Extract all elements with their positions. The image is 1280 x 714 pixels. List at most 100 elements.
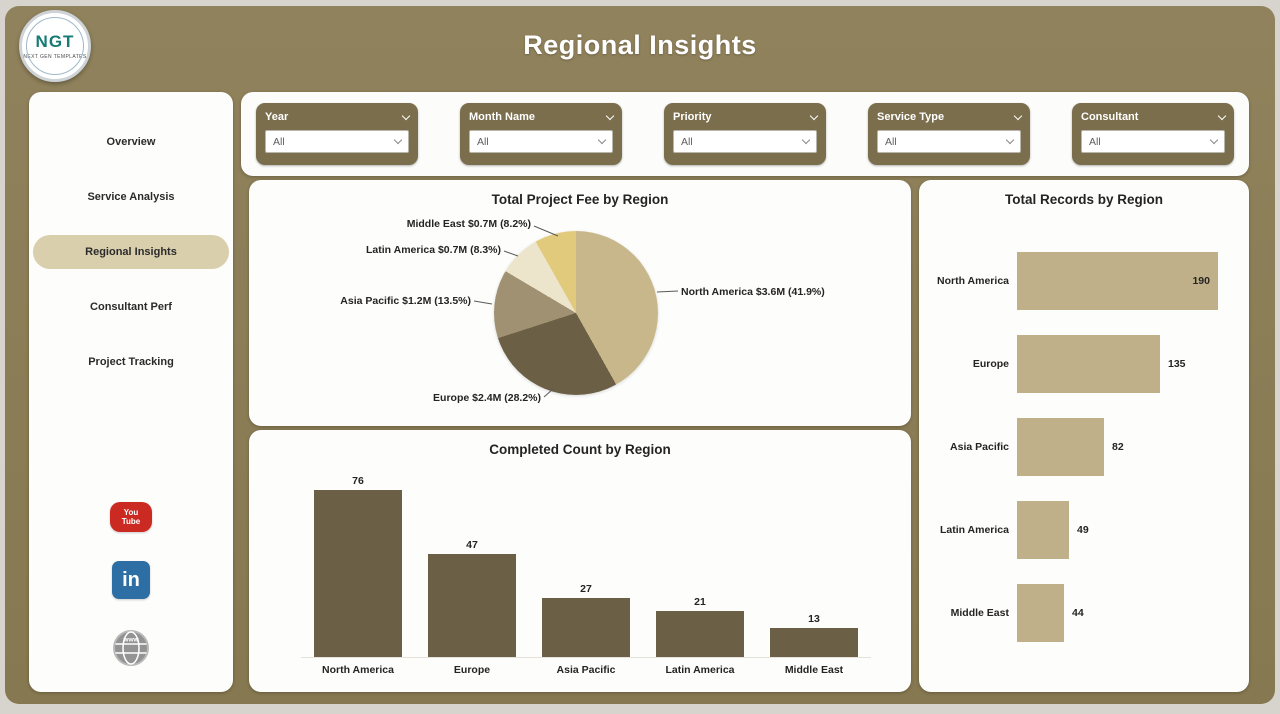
bar-value-label: 13 bbox=[808, 613, 820, 626]
chevron-down-icon[interactable] bbox=[605, 111, 615, 120]
sidebar-item-regional-insights[interactable]: Regional Insights bbox=[33, 235, 229, 269]
logo-abbr: NGT bbox=[35, 32, 75, 51]
dashboard-background: Regional Insights NGT NEXT GEN TEMPLATES… bbox=[5, 6, 1275, 704]
bar[interactable] bbox=[542, 597, 630, 657]
chart-title: Total Project Fee by Region bbox=[491, 192, 669, 207]
category-label: Europe bbox=[453, 664, 491, 676]
bar-column: 47 bbox=[415, 462, 529, 657]
column-chart-card: Completed Count by Region 76 47 27 21 13 Nor… bbox=[249, 430, 911, 692]
logo-subtext: NEXT GEN TEMPLATES bbox=[23, 54, 87, 60]
chevron-down-icon[interactable] bbox=[1217, 111, 1227, 120]
bar-value-label: 190 bbox=[1192, 275, 1210, 287]
slicer-month-name: Month Name All bbox=[460, 103, 622, 165]
bar-row: North America 190 bbox=[929, 252, 1239, 310]
category-label: Middle East bbox=[950, 606, 1009, 619]
category-label: Latin America bbox=[665, 664, 735, 676]
bar-value-label: 27 bbox=[580, 582, 592, 595]
column-chart-plot: 76 47 27 21 13 bbox=[301, 462, 871, 658]
category-label: Middle East bbox=[784, 664, 844, 676]
chevron-down-icon[interactable] bbox=[1013, 111, 1023, 120]
bar-column: 27 bbox=[529, 462, 643, 657]
sidebar-item-label: Overview bbox=[106, 136, 156, 148]
pie-chart[interactable] bbox=[494, 231, 658, 395]
column-chart-axis: North America Europe Asia Pacific Latin Ame… bbox=[301, 664, 871, 676]
bar-row: Europe 135 bbox=[929, 335, 1239, 393]
sidebar-item-label: Regional Insights bbox=[85, 246, 177, 258]
sidebar-item-overview[interactable]: Overview bbox=[33, 125, 229, 159]
slicer-service-type: Service Type All bbox=[868, 103, 1030, 165]
category-label: Asia Pacific bbox=[950, 440, 1009, 453]
pie-data-label: Europe $2.4M (28.2%) bbox=[433, 392, 541, 404]
bar-row: Asia Pacific 82 bbox=[929, 418, 1239, 476]
bar-chart-card: Total Records by Region North America 190… bbox=[919, 180, 1249, 692]
sidebar-nav: Overview Service Analysis Regional Insig… bbox=[29, 92, 233, 379]
bar[interactable] bbox=[314, 489, 402, 657]
slicer-label: Priority bbox=[673, 111, 712, 123]
bar[interactable] bbox=[770, 628, 858, 657]
youtube-icon[interactable]: You Tube bbox=[110, 502, 152, 532]
bar[interactable] bbox=[1017, 335, 1160, 393]
selected-value: All bbox=[273, 135, 285, 148]
selected-value: All bbox=[681, 135, 693, 148]
pie-chart-card: Total Project Fee by Region North Americ… bbox=[249, 180, 911, 426]
sidebar: Overview Service Analysis Regional Insig… bbox=[29, 92, 233, 692]
slicer-consultant: Consultant All bbox=[1072, 103, 1234, 165]
category-label: Asia Pacific bbox=[556, 664, 616, 676]
filter-panel: Year All Month Name All bbox=[241, 92, 1249, 176]
sidebar-item-label: Service Analysis bbox=[87, 191, 175, 203]
bar-value-label: 47 bbox=[466, 538, 478, 551]
chevron-down-icon bbox=[1209, 135, 1219, 145]
bar[interactable] bbox=[656, 610, 744, 657]
bar[interactable] bbox=[1017, 501, 1069, 559]
pie-data-label: Middle East $0.7M (8.2%) bbox=[406, 218, 531, 230]
selected-value: All bbox=[1089, 135, 1101, 148]
page-title: Regional Insights bbox=[523, 30, 757, 60]
month-name-dropdown[interactable]: All bbox=[469, 130, 613, 153]
ngt-logo: NGT NEXT GEN TEMPLATES bbox=[19, 10, 91, 82]
category-label: Latin America bbox=[939, 523, 1009, 536]
bar[interactable] bbox=[1017, 584, 1064, 642]
bar[interactable]: 190 bbox=[1017, 252, 1218, 310]
bar-row: Middle East 44 bbox=[929, 584, 1239, 642]
service-type-dropdown[interactable]: All bbox=[877, 130, 1021, 153]
slicer-label: Month Name bbox=[469, 111, 535, 123]
priority-dropdown[interactable]: All bbox=[673, 130, 817, 153]
sidebar-item-label: Project Tracking bbox=[88, 356, 174, 368]
bar-column: 13 bbox=[757, 462, 871, 657]
chevron-down-icon bbox=[1005, 135, 1015, 145]
bar-row: Latin America 49 bbox=[929, 501, 1239, 559]
category-label: Europe bbox=[972, 357, 1009, 370]
pie-data-label: North America $3.6M (41.9%) bbox=[681, 286, 825, 298]
chevron-down-icon bbox=[801, 135, 811, 145]
website-globe-icon[interactable]: www bbox=[111, 628, 151, 668]
chart-title: Completed Count by Region bbox=[489, 442, 671, 457]
chevron-down-icon bbox=[393, 135, 403, 145]
pie-data-label: Latin America $0.7M (8.3%) bbox=[366, 244, 501, 256]
sidebar-item-consultant-perf[interactable]: Consultant Perf bbox=[33, 290, 229, 324]
chevron-down-icon[interactable] bbox=[809, 111, 819, 120]
year-dropdown[interactable]: All bbox=[265, 130, 409, 153]
bar-value-label: 82 bbox=[1112, 441, 1124, 453]
bar[interactable] bbox=[428, 553, 516, 657]
chevron-down-icon[interactable] bbox=[401, 111, 411, 120]
chart-title: Total Records by Region bbox=[1004, 192, 1164, 207]
youtube-text: Tube bbox=[121, 517, 141, 526]
slicer-label: Service Type bbox=[877, 111, 945, 123]
bar-value-label: 21 bbox=[694, 595, 706, 608]
bar[interactable] bbox=[1017, 418, 1104, 476]
slicer-label: Year bbox=[265, 111, 289, 123]
bar-value-label: 135 bbox=[1168, 358, 1186, 370]
pie-data-label: Asia Pacific $1.2M (13.5%) bbox=[340, 295, 471, 307]
slicer-priority: Priority All bbox=[664, 103, 826, 165]
consultant-dropdown[interactable]: All bbox=[1081, 130, 1225, 153]
sidebar-item-label: Consultant Perf bbox=[90, 301, 172, 313]
sidebar-item-project-tracking[interactable]: Project Tracking bbox=[33, 345, 229, 379]
slicer-label: Consultant bbox=[1081, 111, 1139, 123]
bar-chart-plot: North America 190 Europe 135 Asia Pacific 82 L… bbox=[929, 252, 1239, 642]
sidebar-item-service-analysis[interactable]: Service Analysis bbox=[33, 180, 229, 214]
bar-column: 76 bbox=[301, 462, 415, 657]
social-links: You Tube in www bbox=[29, 502, 233, 668]
bar-value-label: 76 bbox=[352, 474, 364, 487]
linkedin-icon[interactable]: in bbox=[112, 561, 150, 599]
